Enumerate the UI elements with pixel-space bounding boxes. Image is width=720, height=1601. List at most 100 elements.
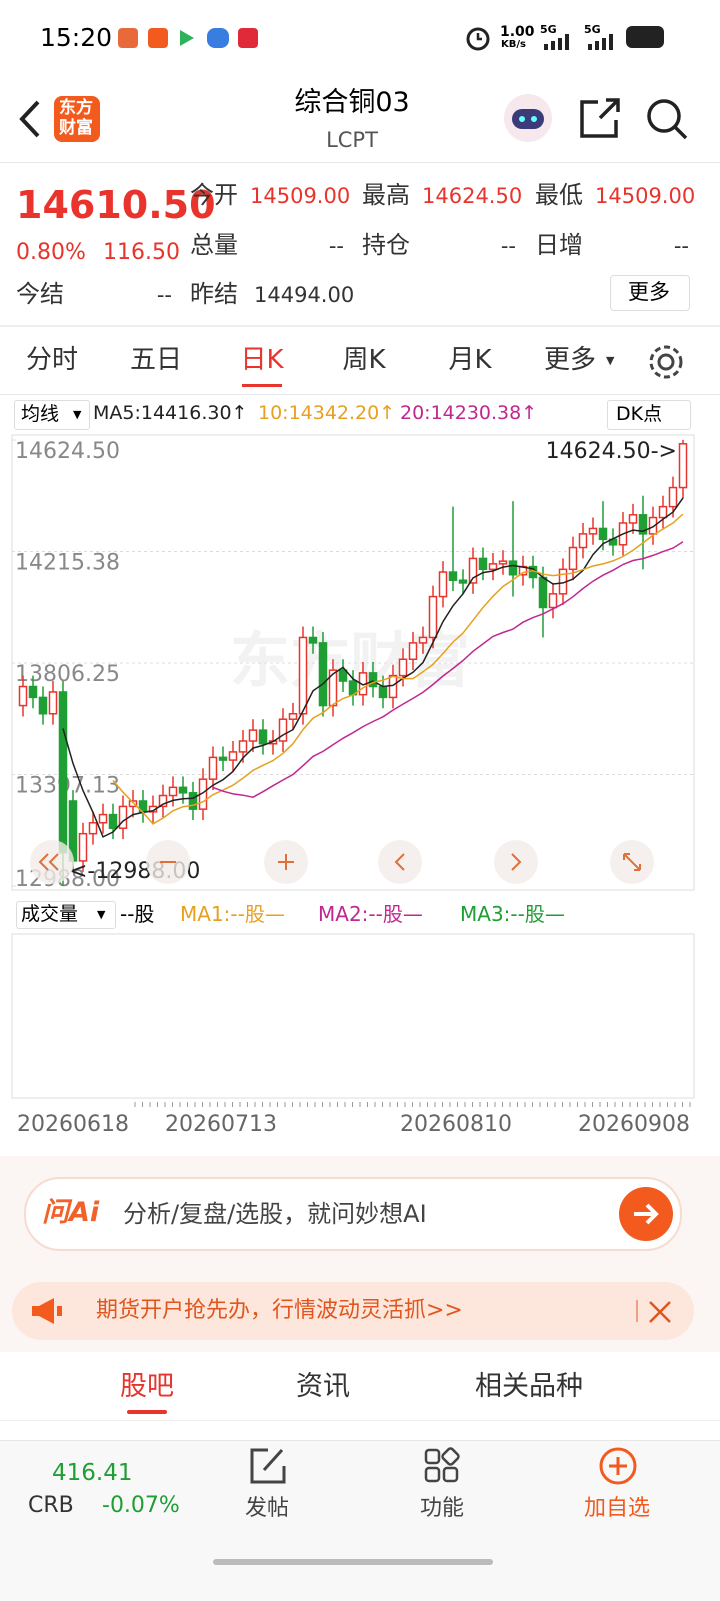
chart-control[interactable] (378, 840, 422, 884)
field-value: -- (673, 234, 689, 258)
ma-line (212, 541, 684, 798)
candle-body (448, 571, 458, 581)
candle-body (638, 514, 648, 535)
candle-body (408, 642, 418, 661)
change-amount: 116.50 (103, 240, 180, 265)
control-glyph (38, 853, 59, 871)
candle-body (18, 685, 28, 707)
dk-button[interactable]: DK点 (607, 400, 691, 430)
ai-search-box[interactable]: 问Ai 分析/复盘/选股，就问妙想AI (24, 1177, 682, 1251)
field-value: 14509.00 (595, 184, 696, 208)
section-tab[interactable]: 资讯 (296, 1371, 350, 1402)
add-watch-icon (599, 1447, 637, 1485)
y-tick-label: 14624.50 (15, 439, 120, 464)
settings-button[interactable] (646, 342, 686, 382)
battery-icon (626, 26, 664, 48)
candle-body (58, 691, 68, 854)
nav-item[interactable]: 发帖 (244, 1496, 290, 1521)
period-tab[interactable]: 五日 (129, 345, 183, 375)
field-label: 最高 (362, 181, 410, 209)
search-button[interactable] (644, 96, 690, 142)
dropdown-icon: ▼ (606, 354, 615, 367)
index-change: -0.07% (102, 1493, 180, 1518)
candle-body (648, 516, 658, 535)
status-time: 15:20 (40, 23, 113, 52)
volume-value: --股 (120, 902, 155, 926)
candle-body (538, 576, 548, 609)
candle-body (428, 595, 438, 639)
megaphone-icon (32, 1298, 62, 1324)
period-tab[interactable]: 更多 (543, 345, 597, 375)
candle-body (318, 642, 328, 707)
volume-frame (11, 933, 695, 1099)
divider (0, 325, 720, 327)
period-tab[interactable]: 月K (448, 345, 492, 375)
candle-body (108, 813, 118, 829)
period-tab[interactable]: 周K (342, 345, 386, 375)
candle-body (388, 674, 398, 699)
section-tab[interactable]: 相关品种 (475, 1371, 583, 1402)
volume-selector[interactable]: 成交量 ▼ (16, 901, 116, 929)
volume-selector-label: 成交量 (21, 903, 79, 925)
more-button[interactable]: 更多 (610, 275, 690, 311)
ai-submit-button[interactable] (618, 1186, 674, 1242)
app-logo[interactable]: 东方 财富 (54, 96, 100, 142)
ai-robot-button[interactable] (502, 92, 554, 144)
last-price: 14610.50 (16, 183, 216, 227)
index-value: 416.41 (52, 1460, 133, 1486)
share-button[interactable] (578, 96, 622, 140)
period-tab[interactable]: 分时 (25, 345, 79, 375)
tab-underline (127, 1410, 167, 1414)
back-button[interactable] (14, 98, 44, 140)
candle-body (478, 557, 488, 571)
field-label: 总量 (190, 231, 238, 259)
control-glyph (278, 854, 294, 870)
divider (0, 394, 720, 395)
ma-selector-label: 均线 (21, 403, 60, 425)
candle-body (78, 832, 88, 862)
control-glyph (623, 853, 641, 871)
promo-banner[interactable]: 期货开户抢先办，行情波动灵活抓>> (12, 1282, 694, 1340)
candle-body (378, 685, 388, 699)
separator (636, 1300, 638, 1322)
candle-body (568, 546, 578, 571)
candle-body (228, 751, 238, 761)
candle-body (418, 636, 428, 644)
vol-ma2: MA2:--股— (318, 902, 423, 926)
period-tab[interactable]: 日K (240, 345, 284, 375)
ma-selector[interactable]: 均线 ▼ (14, 400, 90, 430)
date-label: 20260713 (165, 1112, 277, 1137)
ma10-value: 10:14342.20↑ (258, 402, 396, 424)
app-icon (207, 28, 229, 48)
ai-logo: 问Ai (42, 1197, 100, 1228)
vol-ma3: MA3:--股— (460, 902, 565, 926)
candle-body (278, 718, 288, 742)
close-button[interactable] (648, 1300, 672, 1324)
candle-body (188, 792, 198, 810)
post-icon (250, 1448, 286, 1484)
chart-control[interactable] (494, 840, 538, 884)
field-label: 持仓 (362, 231, 410, 259)
kline-chart[interactable]: 东方财富14624.5014215.3813806.2513397.131298… (0, 430, 720, 900)
app-icon (238, 28, 258, 48)
ai-placeholder: 分析/复盘/选股，就问妙想AI (123, 1200, 427, 1228)
candle-body (598, 527, 608, 541)
net-unit: KB/s (501, 39, 526, 50)
logo-text: 东方 (59, 98, 93, 118)
network-type: 5G (540, 23, 557, 36)
tab-underline (242, 384, 282, 387)
nav-item[interactable]: 加自选 (583, 1496, 651, 1521)
ma5-value: MA5:14416.30↑ (93, 402, 248, 424)
home-indicator (213, 1559, 493, 1565)
candle-body (178, 786, 188, 794)
divider (0, 162, 720, 163)
chart-control[interactable] (30, 840, 74, 884)
change-percent: 0.80% (16, 240, 86, 265)
candle-body (208, 756, 218, 780)
nav-item[interactable]: 功能 (419, 1496, 465, 1521)
section-tab[interactable]: 股吧 (120, 1371, 174, 1402)
y-tick-label: 13806.25 (15, 662, 120, 687)
max-annotation: 14624.50-> (546, 439, 677, 464)
logo-text: 财富 (59, 118, 93, 138)
control-glyph (394, 853, 405, 871)
